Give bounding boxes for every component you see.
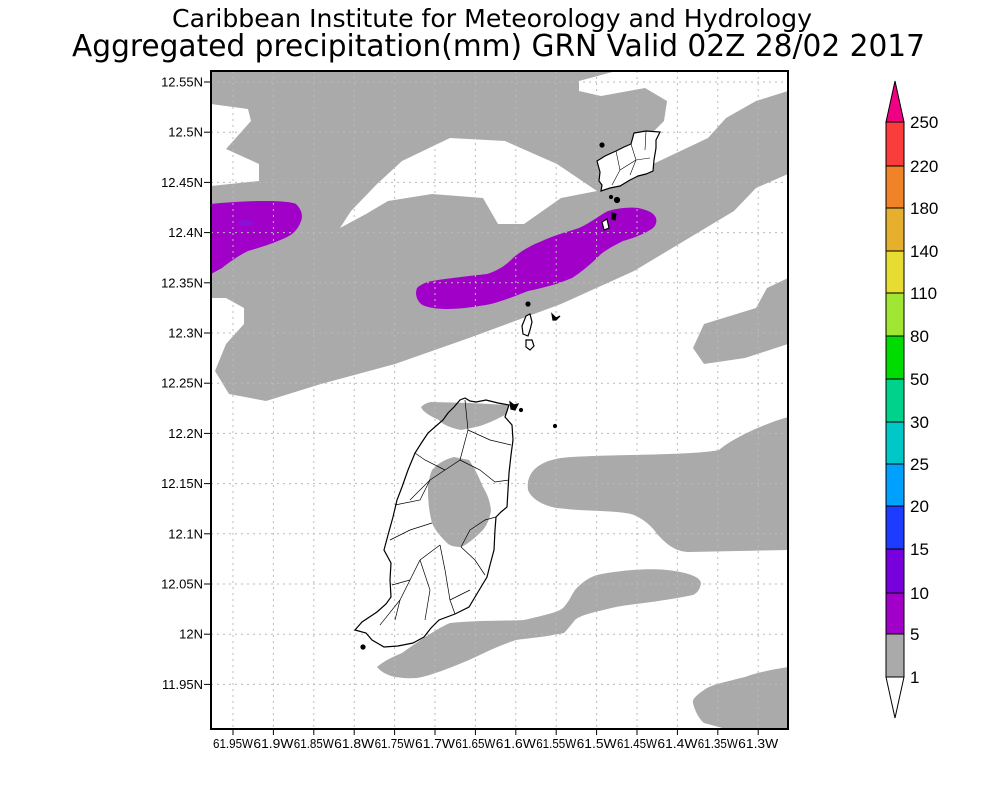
rain-area-10-15mm-spot: [238, 220, 254, 226]
lon-label: 61.4W: [657, 736, 698, 751]
rain-area-1-5mm-south: [377, 569, 701, 679]
colorbar-segment: [885, 592, 905, 635]
lat-label: 12.2N: [168, 426, 203, 441]
longitude-axis: 61.95W 61.9W 61.85W 61.8W 61.75W 61.7W 61.65W 6…: [213, 729, 779, 751]
colorbar-label: 30: [910, 413, 929, 432]
lat-label: 12.15N: [161, 476, 203, 491]
colorbar-segment: [885, 250, 905, 294]
rain-area-1-5mm-north: [211, 71, 788, 401]
grenadine-islets: [360, 142, 621, 650]
lon-label: 61.35W: [698, 736, 739, 751]
colorbar-segment: [885, 463, 905, 507]
lon-label: 61.6W: [496, 736, 537, 751]
lat-label: 12.5N: [168, 125, 203, 140]
lon-label: 61.45W: [617, 736, 658, 751]
rain-area-1-5mm-grenada-north: [421, 402, 509, 430]
title-line-2: Aggregated precipitation(mm) GRN Valid 0…: [72, 29, 925, 64]
latitude-axis: 12.55N 12.5N 12.45N 12.4N 12.35N 12.3N 12.25N 1…: [161, 75, 211, 692]
colorbar-segment: [885, 335, 905, 380]
lat-label: 12.4N: [168, 225, 203, 240]
title-line-1: Caribbean Institute for Meteorology and …: [172, 4, 812, 33]
colorbar-segment: [885, 421, 905, 465]
lon-label: 61.8W: [334, 736, 375, 751]
colorbar-segment: [885, 505, 905, 550]
lat-label: 12.35N: [161, 275, 203, 290]
lat-label: 12N: [179, 627, 203, 642]
colorbar-label: 5: [910, 625, 919, 644]
lat-label: 11.95N: [162, 677, 203, 692]
colorbar-label: 10: [910, 584, 929, 603]
colorbar-label: 15: [910, 540, 929, 559]
colorbar-label: 20: [910, 497, 929, 516]
carriacou-boundaries: [611, 130, 651, 186]
lat-label: 12.3N: [168, 326, 203, 341]
rain-area-1-5mm-southeast: [692, 667, 788, 729]
lat-label: 12.45N: [161, 175, 203, 190]
colorbar-segment: [885, 548, 905, 594]
grenada-island: [353, 397, 514, 648]
colorbar-label: 220: [910, 157, 938, 176]
lon-label: 61.55W: [536, 736, 577, 751]
grenada-parish-boundaries: [379, 399, 512, 626]
colorbar-label: 50: [910, 370, 929, 389]
lat-label: 12.05N: [161, 577, 203, 592]
colorbar-label: 140: [910, 242, 938, 261]
rain-area-1-5mm-east-grenada: [527, 417, 788, 552]
map-plot-area: [211, 71, 788, 729]
colorbar-label: 250: [910, 113, 938, 132]
lat-label: 12.1N: [168, 526, 203, 541]
rain-area-5-10mm-west: [211, 201, 302, 274]
colorbar-label: 180: [910, 199, 938, 218]
lon-label: 61.7W: [415, 736, 456, 751]
lon-label: 61.9W: [253, 736, 294, 751]
colorbar-segment: [885, 633, 905, 678]
lon-label: 61.3W: [738, 736, 779, 751]
carriacou-island: [596, 130, 661, 192]
lon-label: 61.75W: [375, 736, 416, 751]
colorbar-over-triangle: [885, 80, 905, 123]
colorbar-segment: [885, 121, 905, 167]
colorbar-segment: [885, 378, 905, 423]
lat-label: 12.25N: [161, 376, 203, 391]
colorbar-label: 25: [910, 455, 929, 474]
rain-area-1-5mm-east: [693, 278, 788, 364]
colorbar-label: 110: [910, 284, 937, 303]
lon-label: 61.95W: [213, 736, 254, 751]
colorbar-under-triangle: [885, 676, 905, 719]
map-frame: [210, 70, 789, 730]
colorbar-segment: [885, 292, 905, 337]
lon-label: 61.85W: [294, 736, 335, 751]
lon-label: 61.5W: [577, 736, 618, 751]
colorbar-segment: [885, 165, 905, 209]
colorbar-segment: [885, 207, 905, 252]
colorbar-label: 80: [910, 327, 929, 346]
colorbar-label: 1: [910, 668, 919, 687]
graticule: [211, 71, 788, 729]
lon-label: 61.65W: [455, 736, 496, 751]
lat-label: 12.55N: [161, 75, 203, 90]
